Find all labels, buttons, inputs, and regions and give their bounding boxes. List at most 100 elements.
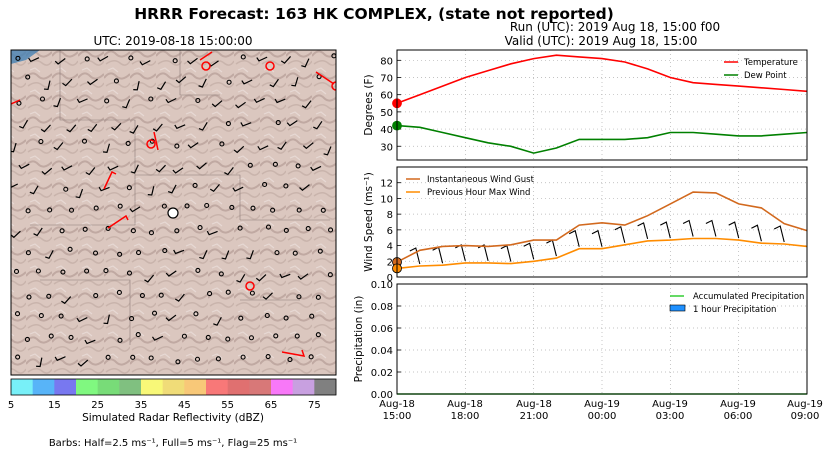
time-tick-day: Aug-18	[516, 399, 552, 410]
calm-wind-circle	[207, 291, 213, 297]
station-wind-barb	[262, 292, 273, 300]
calm-wind-circle	[130, 354, 136, 360]
station-wind-barb	[41, 167, 53, 175]
calm-wind-circle	[38, 313, 44, 319]
colorbar-swatch	[97, 379, 120, 395]
calm-wind-circle	[39, 96, 46, 102]
calm-wind-circle	[215, 356, 221, 362]
precipitation-axes-frame	[396, 283, 808, 395]
y-tick-label: 0.04	[371, 346, 393, 357]
temperature-axes-frame	[396, 49, 808, 161]
map-frame	[10, 49, 337, 376]
y-tick-label: 40	[380, 125, 393, 136]
station-wind-barb	[196, 162, 207, 170]
calm-wind-circle	[25, 250, 31, 256]
wind-barb-layer	[11, 53, 336, 368]
calm-wind-circle	[193, 311, 199, 317]
calm-wind-circle	[283, 183, 289, 189]
station-wind-barb	[165, 97, 177, 104]
calm-wind-circle	[103, 268, 109, 274]
calm-wind-circle	[67, 246, 73, 252]
colorbar-swatch	[292, 379, 315, 395]
legend-label-hourly-precip: 1 hour Precipitation	[693, 305, 776, 315]
station-wind-barb	[122, 99, 131, 109]
station-wind-barb	[54, 356, 66, 362]
station-wind-barb	[19, 119, 29, 129]
calm-wind-circle	[181, 333, 187, 339]
colorbar-swatch	[162, 379, 185, 395]
station-wind-barb	[53, 97, 62, 108]
station-wind-barb	[280, 56, 292, 64]
station-wind-barb	[174, 293, 185, 302]
calm-wind-circle	[264, 312, 270, 319]
time-tick-time: 03:00	[656, 411, 685, 422]
station-wind-barb	[286, 120, 298, 127]
station-wind-barb	[199, 250, 208, 260]
station-wind-barb	[129, 125, 139, 134]
station-wind-barb	[66, 124, 77, 133]
calm-wind-circle	[250, 205, 256, 211]
calm-wind-circle	[296, 294, 302, 300]
calm-wind-circle	[84, 268, 90, 274]
calm-wind-circle	[24, 336, 30, 342]
legend-label-dew-point: Dew Point	[744, 71, 787, 81]
timeseries-wind-barb	[660, 221, 671, 239]
y-tick-label: 12	[380, 179, 393, 190]
calm-wind-circle	[218, 271, 224, 277]
station-wind-barb	[173, 249, 185, 255]
wind-barbs-timeseries	[409, 219, 785, 265]
time-tick-time: 00:00	[588, 411, 617, 422]
station-wind-barb	[269, 78, 279, 88]
time-tick-day: Aug-19	[787, 399, 823, 410]
station-wind-barb	[147, 186, 155, 196]
calm-wind-circle	[93, 205, 99, 211]
station-wind-barb	[133, 80, 140, 91]
temperature-panel: 30 40 50 60 70 80 Degrees (F) Temperature Dew…	[363, 49, 808, 161]
calm-wind-circle	[148, 230, 154, 236]
calm-wind-circle	[151, 310, 158, 316]
calm-wind-circle	[192, 182, 198, 189]
station-wind-barb	[187, 142, 199, 149]
station-wind-barb	[172, 167, 184, 174]
calm-wind-circle	[309, 313, 315, 319]
calm-wind-circle	[92, 250, 99, 256]
station-wind-barb	[139, 60, 151, 66]
station-wind-barb	[256, 56, 268, 62]
calm-wind-circle	[82, 226, 88, 232]
calm-wind-circle	[60, 269, 66, 275]
calm-wind-circle	[139, 292, 145, 299]
calm-wind-circle	[272, 161, 278, 167]
calm-wind-circle	[328, 227, 334, 233]
timeseries-wind-barb	[682, 219, 694, 237]
station-wind-barb	[29, 185, 39, 195]
station-wind-barb	[102, 143, 111, 154]
station-wind-barb	[240, 122, 252, 127]
calm-wind-circle	[105, 225, 111, 231]
time-axis: Aug-18 15:00 Aug-18 18:00 Aug-18 21:00 A…	[379, 399, 823, 422]
calm-wind-circle	[126, 270, 133, 276]
y-tick-label: 6	[387, 226, 393, 237]
time-tick-day: Aug-19	[720, 399, 756, 410]
station-wind-barb	[174, 124, 186, 130]
station-wind-barb	[43, 80, 51, 91]
calm-wind-circle	[161, 203, 167, 209]
timeseries-wind-barb	[773, 225, 785, 243]
calm-wind-circle	[174, 228, 180, 234]
station-wind-barb	[323, 146, 332, 156]
calm-wind-circle	[129, 316, 135, 322]
calm-wind-circle	[247, 162, 253, 168]
calm-wind-circle	[296, 207, 302, 213]
colorbar-ticks: 5 15 25 35 45 55 65 75	[8, 400, 321, 411]
station-wind-barb	[165, 314, 177, 322]
station-wind-barb	[297, 273, 309, 280]
calm-wind-circle	[225, 121, 231, 127]
colorbar-swatch	[271, 379, 293, 395]
calm-wind-circle	[175, 359, 181, 365]
calm-wind-circle	[158, 292, 164, 298]
temperature-grid	[396, 50, 808, 160]
colorbar-swatch	[11, 379, 33, 395]
colorbar-swatch	[54, 379, 77, 395]
station-wind-barb	[103, 314, 110, 325]
calm-wind-circle	[197, 225, 203, 231]
